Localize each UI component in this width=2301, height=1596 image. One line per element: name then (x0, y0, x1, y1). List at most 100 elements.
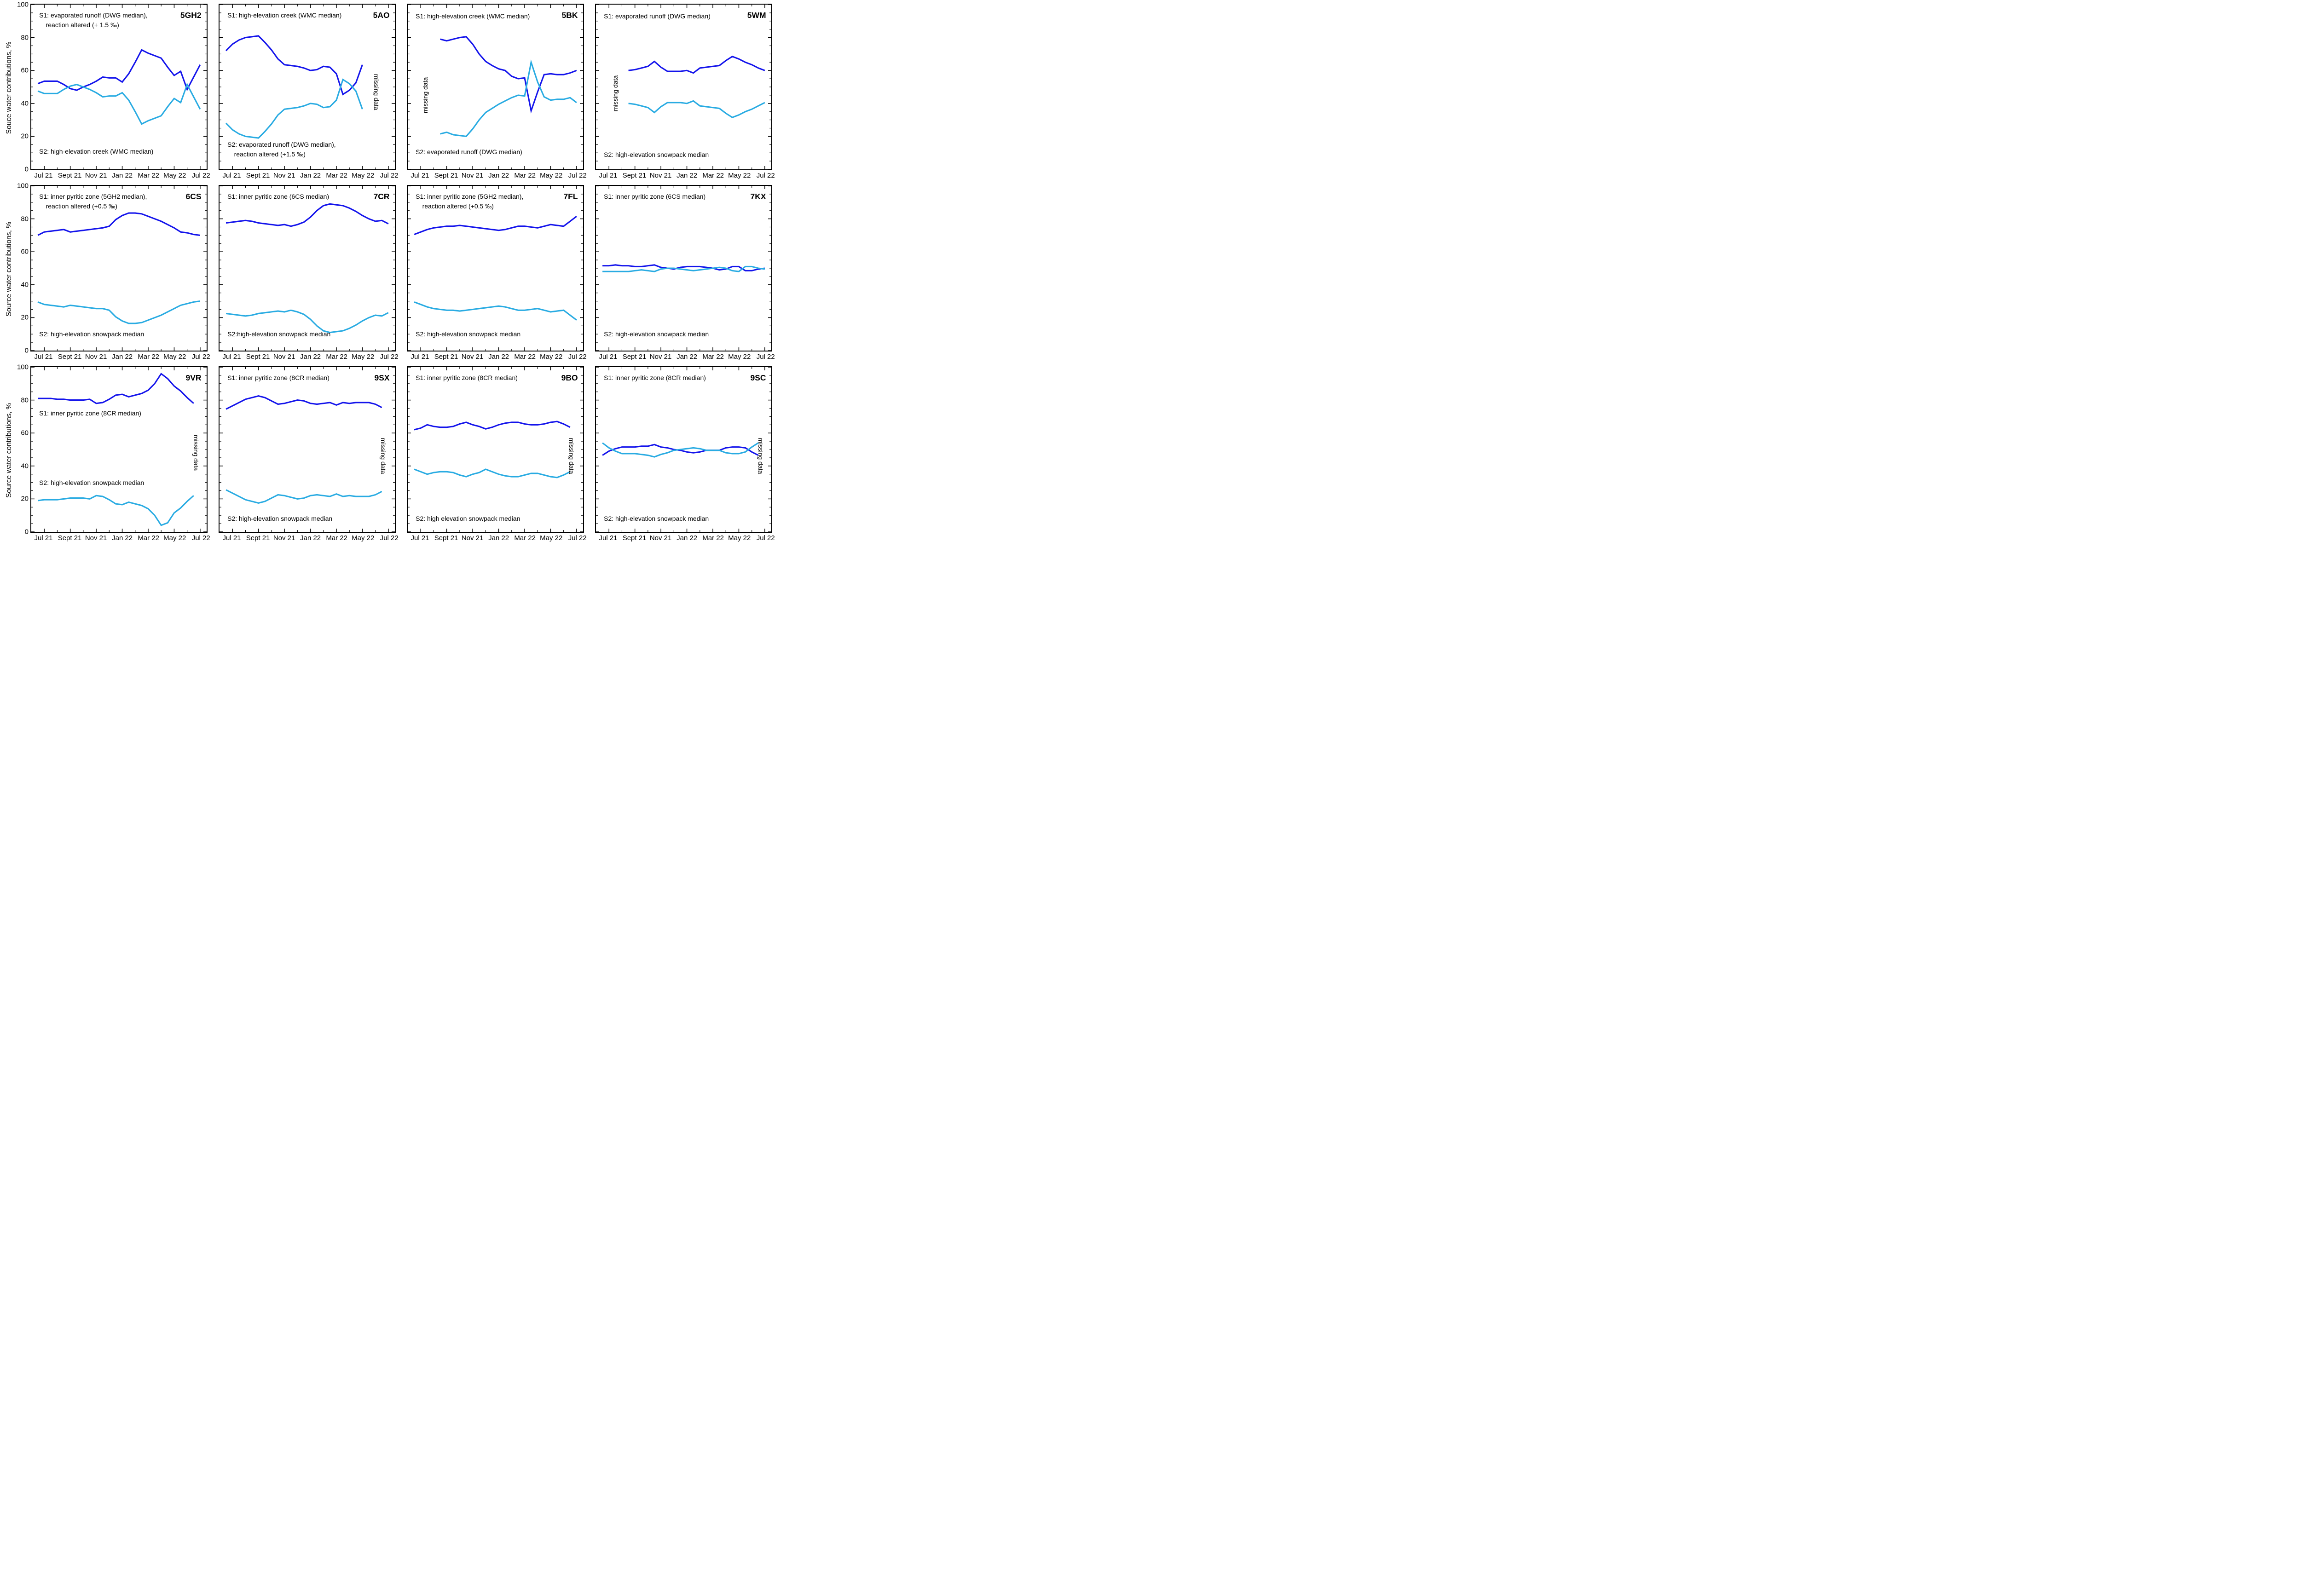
panel-7FL: S1: inner pyritic zone (5GH2 median), rea… (407, 185, 587, 362)
x-tick-labels: Jul 21 Sept 21 Nov 21 Jan 22 Mar 22 May 22 Jul… (219, 351, 399, 362)
panel-5GH2: S1: evaporated runoff (DWG median), react… (5, 1, 210, 180)
s2-label: S2: high-elevation snowpack median (39, 330, 145, 338)
s1-label: S1: evaporated runoff (DWG median) (604, 12, 711, 20)
x-tick-label: Mar 22 (514, 353, 536, 361)
plot-svg (408, 186, 583, 351)
y-tick-label: 100 (17, 363, 29, 371)
plot-svg (31, 186, 207, 351)
plot-area-7CR: S1: inner pyritic zone (6CS median) S2:hi… (219, 185, 396, 351)
plot-area-9SC: S1: inner pyritic zone (8CR median) S2: h… (595, 366, 772, 533)
y-tick-label: 20 (21, 132, 29, 140)
missing-data-label: missing data (568, 438, 576, 474)
s2-label: S2: high-elevation snowpack median (604, 330, 709, 338)
panel-5WM: S1: evaporated runoff (DWG median) S2: hi… (595, 4, 775, 180)
s2-label: S2: high-elevation snowpack median (604, 150, 709, 158)
panel-9SC: S1: inner pyritic zone (8CR median) S2: h… (595, 366, 775, 543)
x-tick-label: Nov 21 (85, 172, 107, 179)
x-tick-label: Sept 21 (622, 353, 647, 361)
panel-6CS: S1: inner pyritic zone (5GH2 median), rea… (5, 182, 210, 362)
y-tick-label: 40 (21, 462, 29, 470)
panel-code: 7CR (373, 191, 390, 201)
x-tick-label: Jan 22 (300, 534, 321, 542)
s2-label: reaction altered (+1.5 ‰) (234, 150, 306, 158)
x-tick-label: Nov 21 (461, 534, 484, 542)
x-tick-label: May 22 (728, 353, 751, 361)
plot-svg (220, 367, 395, 532)
x-tick-label: Sept 21 (434, 353, 458, 361)
s1-dark-blue-line (225, 203, 389, 227)
s1-dark-blue-line (602, 444, 759, 456)
plot-area-5AO: S1: high-elevation creek (WMC median) S2:… (219, 4, 396, 170)
plot-area-9BO: S1: inner pyritic zone (8CR median) S2: h… (407, 366, 584, 533)
plot-area-7FL: S1: inner pyritic zone (5GH2 median), rea… (407, 185, 584, 351)
x-tick-label: Mar 22 (138, 353, 159, 361)
s1-dark-blue-line (440, 36, 577, 114)
missing-data-label: missing data (380, 438, 387, 474)
missing-data-label: missing data (192, 434, 200, 471)
y-tick-label: 40 (21, 281, 29, 289)
s1-dark-blue-line (225, 35, 363, 96)
x-tick-labels: Jul 21 Sept 21 Nov 21 Jan 22 Mar 22 May 22 Jul… (407, 170, 587, 180)
plot-svg (408, 367, 583, 532)
plot-area-7KX: S1: inner pyritic zone (6CS median) S2: h… (595, 185, 772, 351)
s1-label: S1: inner pyritic zone (8CR median) (227, 374, 330, 382)
panel-code: 5GH2 (180, 10, 202, 20)
x-tick-label: Jul 21 (34, 534, 53, 542)
s1-label: S1: inner pyritic zone (5GH2 median), (39, 193, 147, 201)
x-tick-label: Jan 22 (488, 534, 509, 542)
plot-svg (220, 186, 395, 351)
plot-svg (596, 5, 771, 169)
x-tick-label: Nov 21 (273, 534, 295, 542)
y-tick-label: 100 (17, 0, 29, 9)
x-tick-label: Sept 21 (58, 534, 82, 542)
x-tick-label: May 22 (352, 534, 375, 542)
x-tick-label: Nov 21 (649, 353, 672, 361)
y-tick-label: 60 (21, 66, 29, 75)
y-tick-label: 20 (21, 495, 29, 503)
plot-area-5WM: S1: evaporated runoff (DWG median) S2: hi… (595, 4, 772, 170)
x-tick-label: Jul 22 (568, 172, 587, 179)
panel-code: 9SX (374, 373, 390, 382)
s2-light-blue-line (37, 82, 201, 125)
x-tick-label: Nov 21 (85, 534, 107, 542)
x-tick-labels: Jul 21 Sept 21 Nov 21 Jan 22 Mar 22 May 22 Jul… (219, 170, 399, 180)
x-tick-label: Nov 21 (649, 172, 672, 179)
plot-svg (31, 367, 207, 532)
x-tick-label: Sept 21 (434, 534, 458, 542)
x-tick-label: Jan 22 (676, 172, 698, 179)
plot-svg (408, 5, 583, 169)
s2-light-blue-line (414, 301, 577, 321)
missing-data-label: missing data (611, 75, 619, 112)
x-tick-labels: Jul 21 Sept 21 Nov 21 Jan 22 Mar 22 May 22 Jul… (595, 533, 775, 543)
y-tick-label: 60 (21, 429, 29, 437)
s1-label: reaction altered (+ 1.5 ‰) (46, 21, 119, 29)
y-tick-label: 80 (21, 396, 29, 404)
s2-label: S2: high-elevation creek (WMC median) (39, 147, 154, 155)
s2-label: S2: high-elevation snowpack median (39, 478, 145, 486)
panel-code: 7KX (750, 191, 766, 201)
x-tick-label: Jul 22 (756, 534, 775, 542)
s1-dark-blue-line (38, 373, 194, 404)
x-tick-label: Jul 22 (756, 172, 775, 179)
x-tick-label: Sept 21 (434, 172, 458, 179)
x-tick-label: Nov 21 (649, 534, 672, 542)
source-water-contributions-figure: S1: evaporated runoff (DWG median), react… (0, 0, 776, 548)
s2-label: S2: high-elevation snowpack median (227, 515, 333, 523)
x-tick-labels: Jul 21 Sept 21 Nov 21 Jan 22 Mar 22 May 22 Jul… (407, 351, 587, 362)
x-tick-label: Jul 22 (568, 353, 587, 361)
s1-label: S1: inner pyritic zone (8CR median) (39, 409, 141, 417)
x-tick-labels: Jul 21 Sept 21 Nov 21 Jan 22 Mar 22 May 22 Jul… (595, 170, 775, 180)
panel-7KX: S1: inner pyritic zone (6CS median) S2: h… (595, 185, 775, 362)
x-tick-label: Jan 22 (112, 172, 133, 179)
s2-label: S2: high-elevation snowpack median (604, 515, 709, 523)
panel-code: 9VR (185, 373, 202, 382)
x-tick-label: May 22 (163, 353, 186, 361)
s1-label: reaction altered (+0.5 ‰) (46, 202, 117, 210)
x-tick-labels: Jul 21 Sept 21 Nov 21 Jan 22 Mar 22 May 22 Jul… (30, 351, 210, 362)
x-tick-label: Mar 22 (702, 353, 724, 361)
x-tick-label: Jul 22 (191, 172, 210, 179)
y-axis-title: Souce water contributions, % (5, 41, 13, 134)
y-tick-label: 0 (24, 165, 29, 173)
missing-data-label: missing data (757, 438, 765, 474)
plot-area-5BK: S1: high-elevation creek (WMC median) S2:… (407, 4, 584, 170)
